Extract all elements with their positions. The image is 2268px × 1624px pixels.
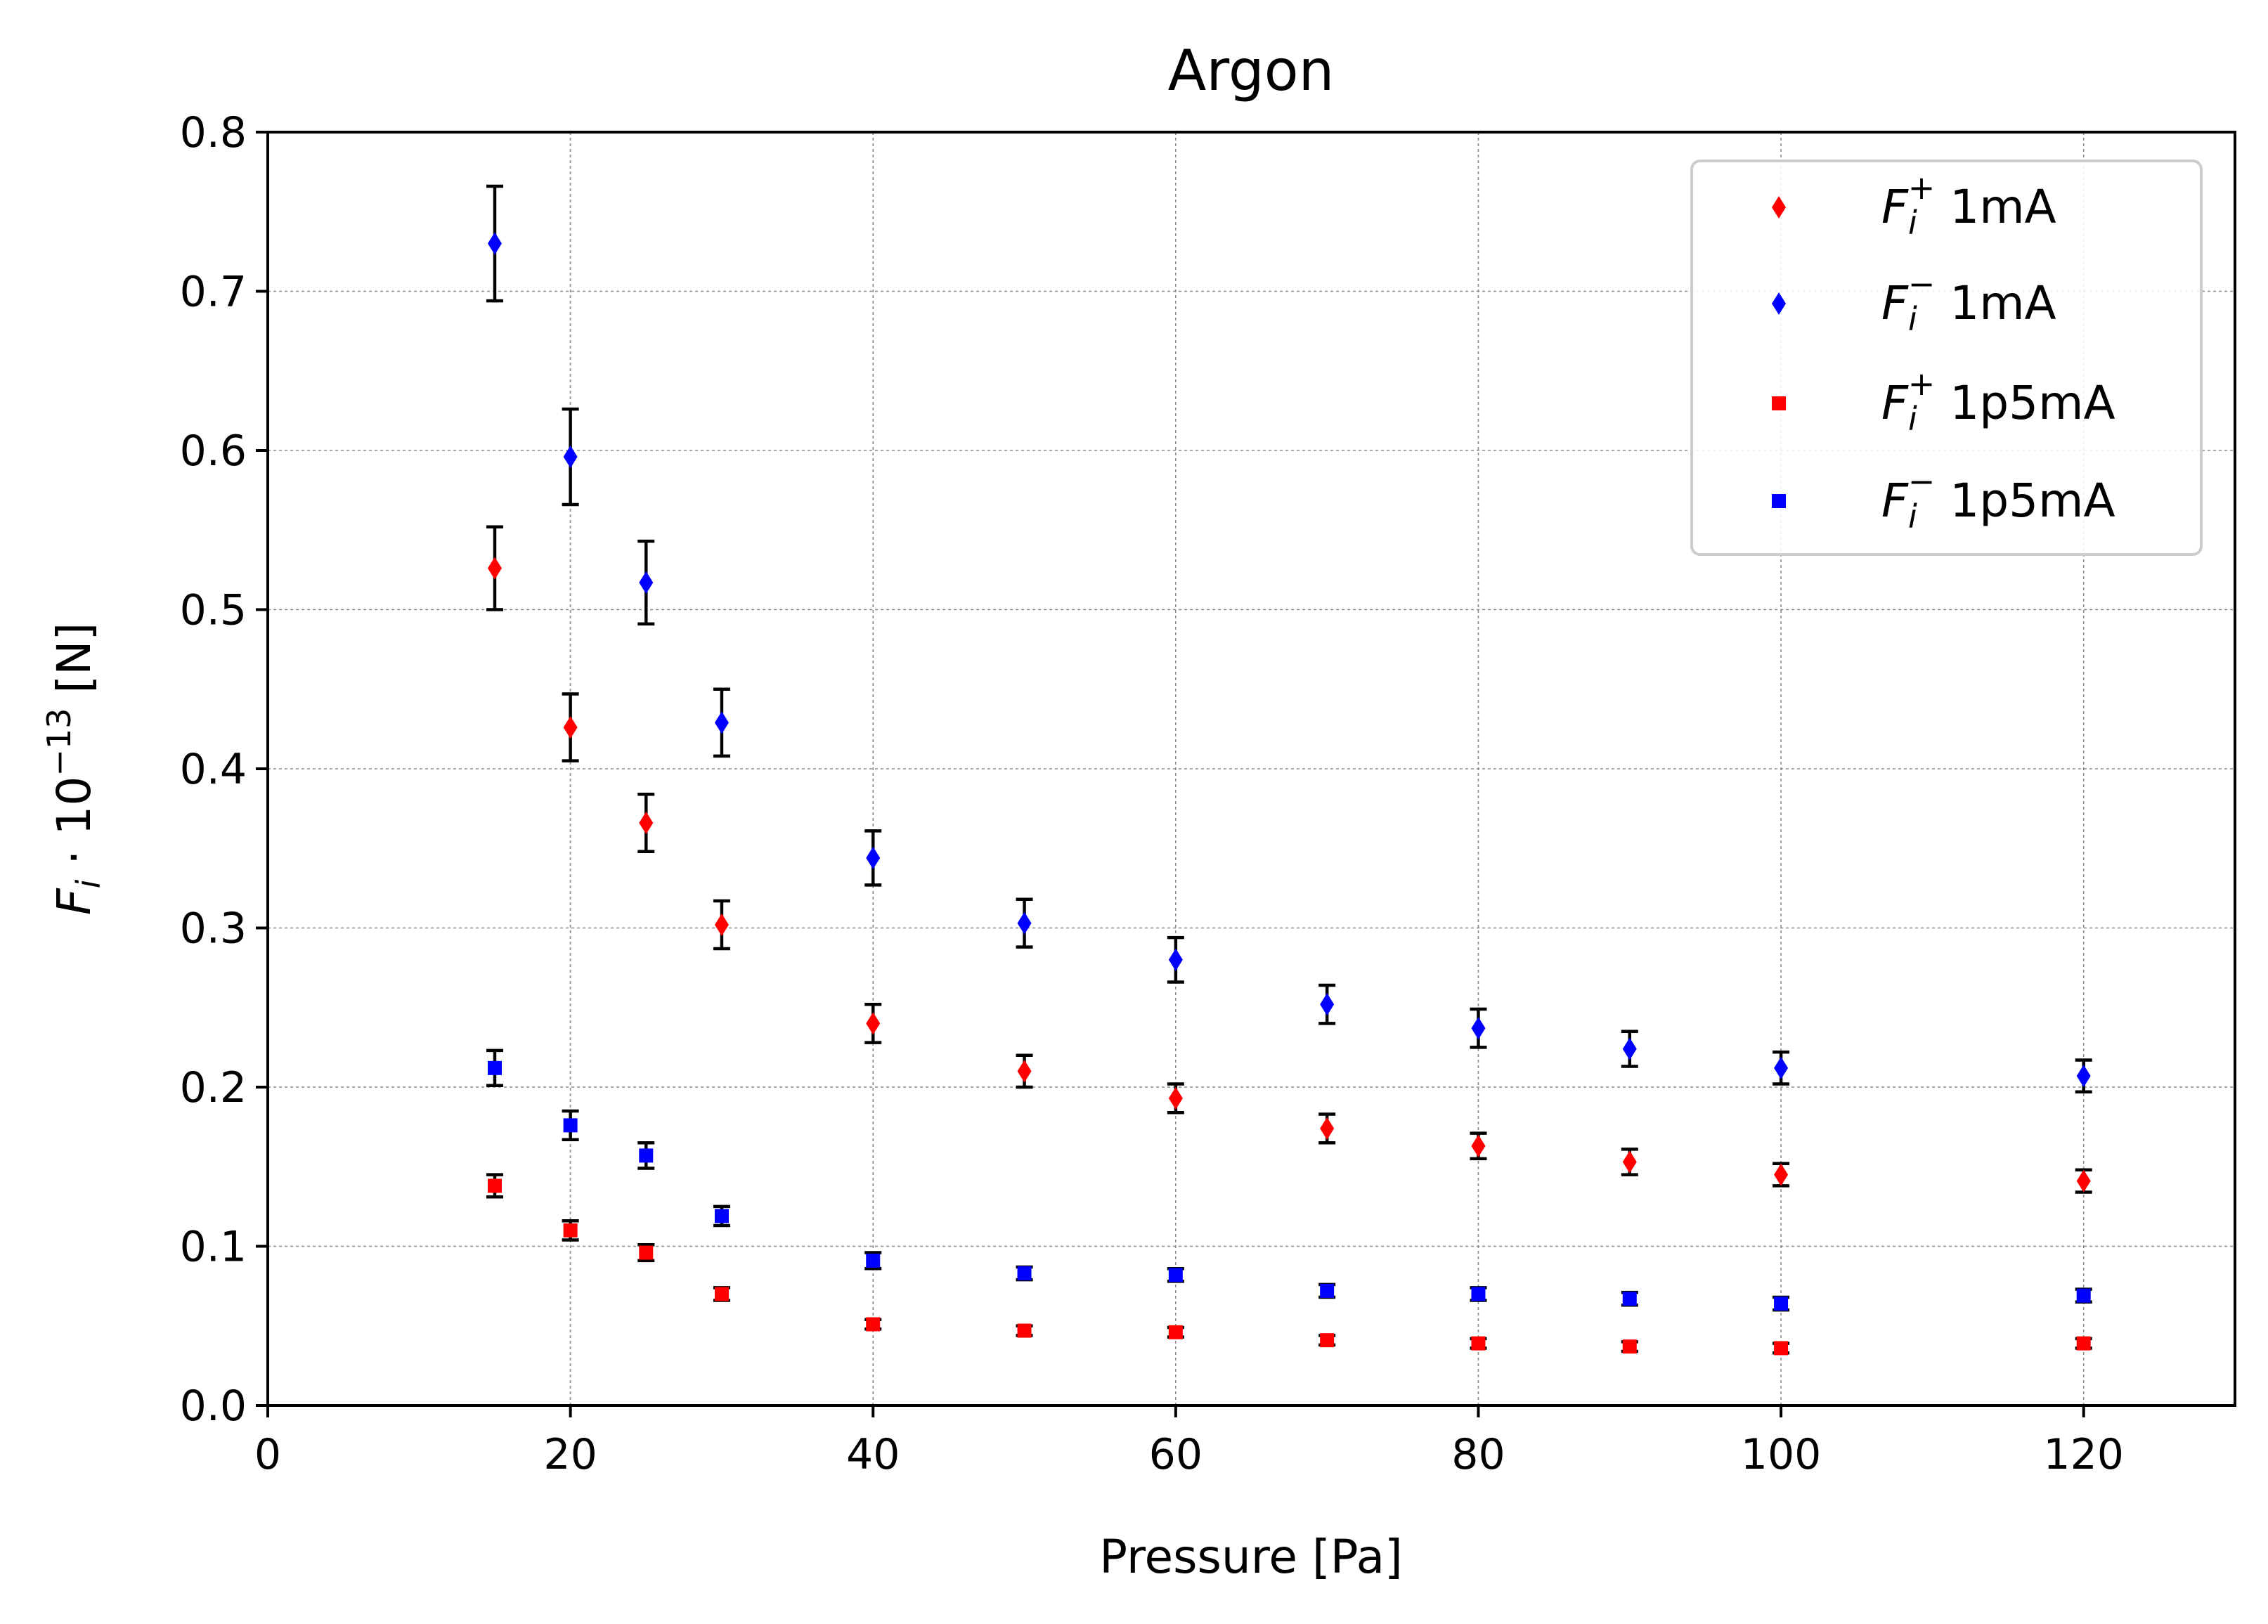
x-tick-label: 60 xyxy=(1149,1430,1203,1479)
legend-label: Fi− 1mA xyxy=(1881,265,2056,338)
data-point xyxy=(639,1148,654,1163)
data-point xyxy=(487,1178,502,1193)
data-point xyxy=(1017,1060,1032,1083)
data-point xyxy=(639,1245,654,1260)
legend-marker xyxy=(1772,196,1786,219)
data-point xyxy=(866,1253,881,1268)
data-point xyxy=(1622,1150,1637,1174)
data-markers xyxy=(487,232,2091,1356)
data-point xyxy=(714,1209,729,1223)
x-tick-label: 20 xyxy=(543,1430,597,1479)
data-point xyxy=(563,1223,578,1238)
x-tick-label: 0 xyxy=(254,1430,281,1479)
legend-marker xyxy=(1772,292,1786,315)
data-point xyxy=(1168,1325,1183,1339)
data-point xyxy=(1774,1341,1789,1356)
series-1 xyxy=(487,557,2091,1193)
data-point xyxy=(487,557,502,580)
legend-marker xyxy=(1772,494,1786,508)
series-2 xyxy=(487,232,2091,1088)
data-point xyxy=(1471,1017,1486,1040)
series-3 xyxy=(487,1178,2091,1356)
data-point xyxy=(487,232,502,255)
data-point xyxy=(1471,1336,1486,1351)
grid xyxy=(268,131,2235,1405)
x-tick-label: 80 xyxy=(1451,1430,1505,1479)
data-point xyxy=(2076,1336,2091,1351)
data-point xyxy=(1622,1292,1637,1306)
data-point xyxy=(866,1317,881,1332)
data-point xyxy=(1320,1283,1335,1298)
data-point xyxy=(1622,1037,1637,1060)
legend-entry: Fi− 1p5mA xyxy=(1772,462,2115,535)
y-tick-label: 0.8 xyxy=(180,108,247,157)
data-point xyxy=(866,846,881,869)
data-point xyxy=(1168,948,1183,971)
data-point xyxy=(1774,1163,1789,1186)
y-axis-label: Fi · 10−13 [N] xyxy=(40,623,108,916)
data-point xyxy=(714,711,729,734)
y-tick-label: 0.7 xyxy=(180,268,247,317)
x-axis-ticks: 0 20 40 60 80 100 120 xyxy=(254,1405,2124,1479)
legend-label: Fi+ 1p5mA xyxy=(1881,365,2115,438)
data-point xyxy=(1320,993,1335,1016)
data-point xyxy=(563,716,578,739)
data-point xyxy=(563,1118,578,1133)
data-point xyxy=(1017,1266,1032,1281)
y-tick-label: 0.5 xyxy=(180,586,247,635)
data-point xyxy=(2076,1169,2091,1193)
data-point xyxy=(1774,1297,1789,1311)
legend-label: Fi+ 1mA xyxy=(1881,169,2056,242)
y-tick-label: 0.0 xyxy=(180,1382,247,1431)
legend: Fi+ 1mA Fi− 1mA Fi+ 1p5mA Fi− 1p5mA xyxy=(1690,160,2203,556)
legend-marker xyxy=(1772,396,1786,410)
data-point xyxy=(639,571,654,594)
data-point xyxy=(487,1060,502,1075)
data-point xyxy=(1622,1339,1637,1354)
chart-title: Argon xyxy=(1168,38,1335,103)
data-point xyxy=(1168,1268,1183,1282)
legend-box xyxy=(1690,160,2203,556)
data-point xyxy=(1774,1056,1789,1079)
x-tick-label: 100 xyxy=(1741,1430,1822,1479)
data-point xyxy=(866,1012,881,1035)
legend-entry: Fi+ 1p5mA xyxy=(1772,365,2115,438)
data-point xyxy=(1471,1134,1486,1157)
y-tick-label: 0.6 xyxy=(180,427,247,476)
data-point xyxy=(2076,1065,2091,1088)
data-point xyxy=(714,913,729,936)
data-point xyxy=(714,1287,729,1301)
y-tick-label: 0.4 xyxy=(180,745,247,794)
y-axis-ticks: 0.0 0.1 0.2 0.3 0.4 0.5 0.6 0.7 0.8 xyxy=(180,108,268,1431)
data-point xyxy=(1320,1117,1335,1140)
data-point xyxy=(563,446,578,469)
legend-entry: Fi+ 1mA xyxy=(1772,169,2056,242)
data-point xyxy=(1320,1333,1335,1348)
x-tick-label: 120 xyxy=(2043,1430,2124,1479)
y-tick-label: 0.1 xyxy=(180,1223,247,1272)
data-point xyxy=(1168,1086,1183,1110)
y-tick-label: 0.2 xyxy=(180,1063,247,1112)
legend-entries: Fi+ 1mA Fi− 1mA Fi+ 1p5mA Fi− 1p5mA xyxy=(1772,169,2115,535)
data-point xyxy=(1017,911,1032,935)
data-point xyxy=(1017,1323,1032,1338)
data-point xyxy=(2076,1288,2091,1303)
y-tick-label: 0.3 xyxy=(180,904,247,954)
x-tick-label: 40 xyxy=(846,1430,900,1479)
x-axis-label: Pressure [Pa] xyxy=(1099,1530,1403,1584)
series-4 xyxy=(487,1060,2091,1311)
legend-label: Fi− 1p5mA xyxy=(1881,462,2115,535)
legend-entry: Fi− 1mA xyxy=(1772,265,2056,338)
data-point xyxy=(1471,1287,1486,1301)
data-point xyxy=(639,812,654,835)
